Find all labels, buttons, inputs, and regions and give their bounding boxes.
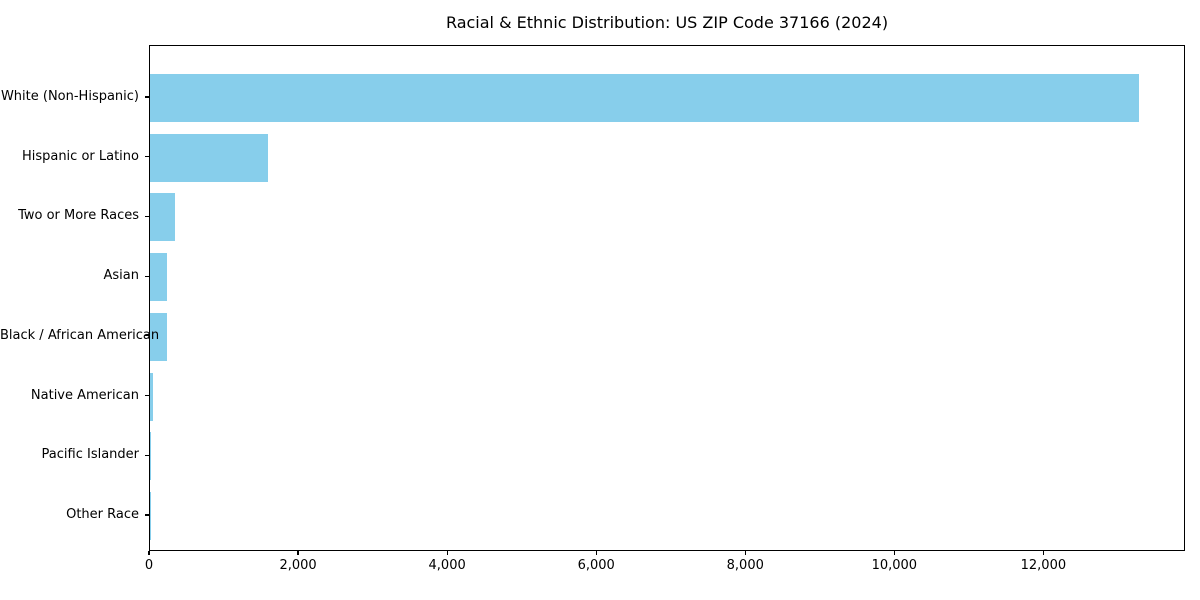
bar bbox=[150, 312, 167, 361]
y-axis-label: Native American bbox=[30, 387, 139, 403]
bar bbox=[150, 432, 151, 481]
x-axis-label: 4,000 bbox=[428, 558, 466, 573]
x-axis-label: 2,000 bbox=[279, 558, 317, 573]
x-axis-tick bbox=[595, 551, 597, 555]
bar bbox=[150, 372, 153, 421]
x-axis-tick bbox=[297, 551, 299, 555]
y-axis-tick bbox=[145, 394, 149, 397]
chart-title: Racial & Ethnic Distribution: US ZIP Cod… bbox=[445, 13, 889, 32]
x-axis-label: 0 bbox=[144, 558, 154, 573]
y-axis-label: Pacific Islander bbox=[41, 447, 139, 463]
x-axis-label: 12,000 bbox=[1020, 558, 1067, 573]
plot-area bbox=[149, 45, 1185, 551]
y-axis-label: Other Race bbox=[66, 507, 139, 522]
x-axis-label: 10,000 bbox=[871, 558, 918, 573]
y-axis-label: Two or More Races bbox=[18, 208, 139, 224]
x-axis-label: 8,000 bbox=[726, 558, 764, 573]
x-axis-label: 6,000 bbox=[577, 558, 615, 573]
x-axis-tick bbox=[148, 551, 150, 555]
y-axis-label: Black / African American bbox=[0, 327, 160, 343]
y-axis-tick bbox=[145, 156, 149, 158]
x-axis-tick bbox=[1042, 551, 1044, 555]
y-axis-label: Asian bbox=[103, 268, 139, 284]
y-axis-tick bbox=[145, 335, 149, 337]
y-axis-label: Hispanic or Latino bbox=[21, 148, 139, 164]
x-axis-tick bbox=[744, 551, 746, 555]
bar bbox=[150, 492, 151, 540]
bar bbox=[150, 253, 167, 302]
y-axis-tick bbox=[145, 454, 149, 456]
bar bbox=[150, 193, 176, 242]
y-axis-tick bbox=[145, 514, 149, 516]
y-axis-label: White (Non-Hispanic) bbox=[0, 89, 139, 104]
y-axis-tick bbox=[145, 215, 149, 218]
y-axis-tick bbox=[145, 96, 149, 98]
x-axis-tick bbox=[893, 551, 895, 555]
bar bbox=[150, 74, 1140, 122]
x-axis-tick bbox=[446, 551, 448, 555]
y-axis-tick bbox=[145, 275, 149, 277]
bar bbox=[150, 133, 268, 182]
